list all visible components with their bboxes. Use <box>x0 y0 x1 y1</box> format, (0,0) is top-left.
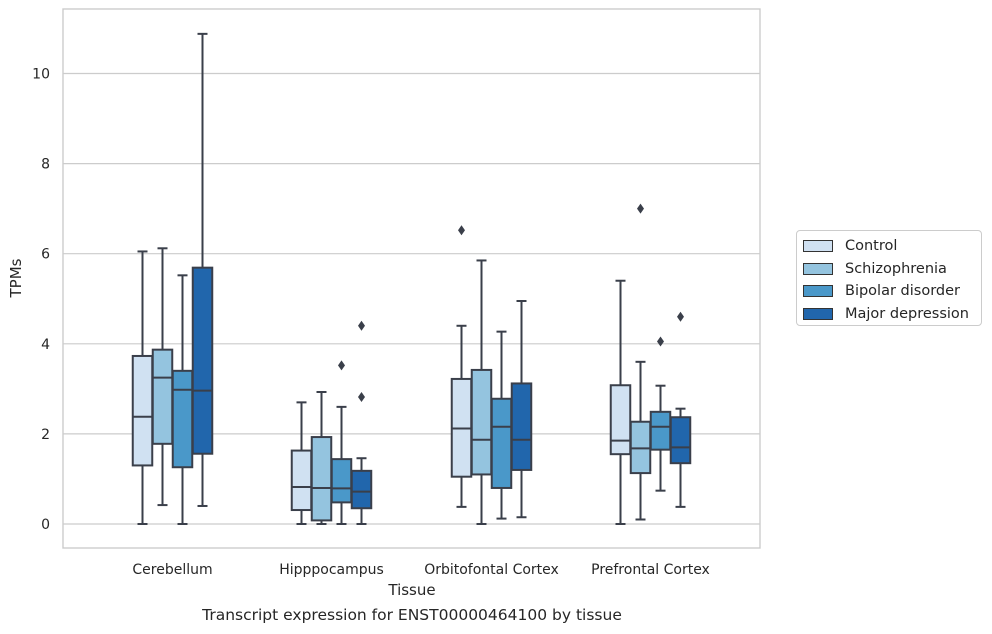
box-control <box>450 225 473 508</box>
x-tick-label: Cerebellum <box>132 562 212 578</box>
box-major-depression <box>510 300 533 519</box>
legend-swatch <box>803 307 833 320</box>
box-major-depression <box>350 320 373 525</box>
legend-swatch <box>803 262 833 275</box>
box-control <box>609 279 632 525</box>
y-axis-label: TPMs <box>7 258 25 298</box>
outlier-point <box>458 225 465 236</box>
box-bipolar-disorder <box>171 274 194 525</box>
box-iqr <box>151 348 174 445</box>
outlier-point <box>637 203 644 214</box>
legend-label: Bipolar disorder <box>845 283 960 300</box>
outlier-point <box>358 391 365 402</box>
outlier-point <box>657 336 664 347</box>
y-tick-label: 8 <box>41 157 50 173</box>
box-iqr <box>490 397 513 489</box>
box-iqr <box>510 382 533 471</box>
y-tick-label: 4 <box>41 337 50 353</box>
box-iqr <box>669 416 692 465</box>
box-iqr <box>131 354 154 467</box>
box-control <box>290 401 313 525</box>
chart-caption: Transcript expression for ENST0000046410… <box>202 606 622 624</box>
x-tick-label: Hipppocampus <box>279 562 384 578</box>
box-bipolar-disorder <box>330 360 353 525</box>
outlier-point <box>338 360 345 371</box>
box-series <box>131 32 692 525</box>
legend-item: Bipolar disorder <box>803 280 981 303</box>
box-iqr <box>310 436 333 522</box>
box-bipolar-disorder <box>490 330 513 520</box>
box-iqr <box>609 384 632 456</box>
box-schizophrenia <box>470 259 493 525</box>
box-iqr <box>330 458 353 504</box>
legend-swatch <box>803 240 833 253</box>
legend-label: Schizophrenia <box>845 260 947 277</box>
legend-label: Control <box>845 238 898 255</box>
box-major-depression <box>191 32 214 507</box>
box-iqr <box>470 368 493 476</box>
legend-item: Control <box>803 235 981 258</box>
box-iqr <box>649 410 672 451</box>
box-iqr <box>290 449 313 512</box>
x-tick-label: Prefrontal Cortex <box>591 562 710 578</box>
y-tick-label: 0 <box>41 517 50 533</box>
box-iqr <box>350 469 373 510</box>
x-axis-label: Tissue <box>387 581 435 599</box>
legend-item: Schizophrenia <box>803 258 981 281</box>
outlier-point <box>677 311 684 322</box>
y-tick-label: 2 <box>41 427 50 443</box>
y-tick-label: 10 <box>32 67 50 83</box>
y-tick-label: 6 <box>41 247 50 263</box>
plot-area <box>62 8 761 549</box>
legend-item: Major depression <box>803 303 981 326</box>
box-iqr <box>171 369 194 469</box>
box-major-depression <box>669 311 692 508</box>
y-tick-labels: 0 2 4 6 8 10 <box>32 67 50 534</box>
x-tick-label: Orbitofontal Cortex <box>424 562 559 578</box>
legend: Control Schizophrenia Bipolar disorder Majo… <box>796 230 982 326</box>
x-tick-labels: Cerebellum Hipppocampus Orbitofontal Corte… <box>132 562 709 578</box>
legend-swatch <box>803 285 833 298</box>
legend-label: Major depression <box>845 305 969 322</box>
outlier-point <box>358 320 365 331</box>
box-iqr <box>191 266 214 455</box>
